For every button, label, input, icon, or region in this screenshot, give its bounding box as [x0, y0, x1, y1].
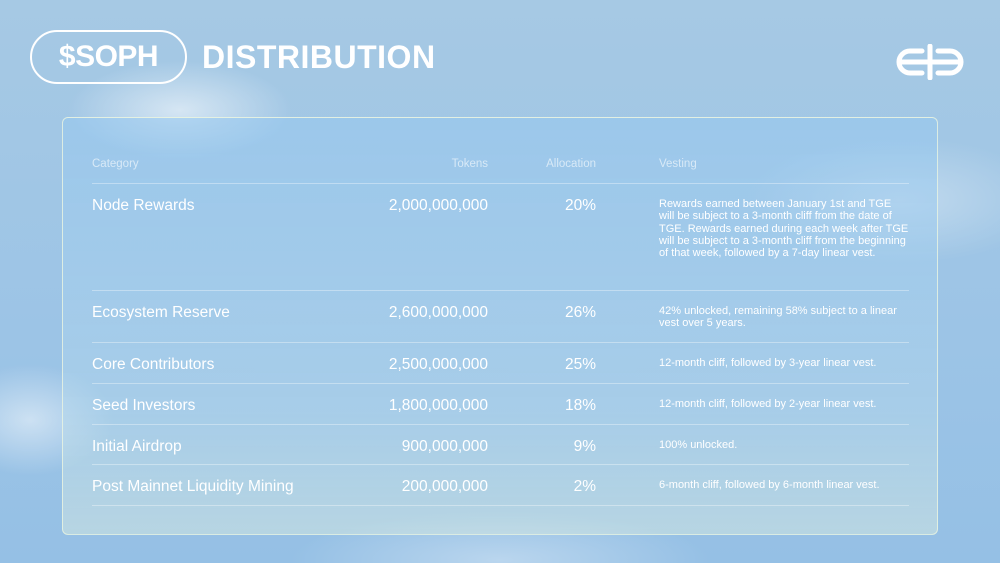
allocation-cell: 2% — [573, 478, 596, 495]
table-row: Core Contributors 2,500,000,000 25% 12-mont… — [92, 343, 909, 384]
category-cell: Seed Investors — [92, 397, 196, 414]
allocation-cell: 9% — [573, 438, 596, 455]
tokens-cell: 2,600,000,000 — [388, 304, 488, 321]
table-row: Seed Investors 1,800,000,000 18% 12-month c… — [92, 384, 909, 425]
allocation-cell: 20% — [564, 197, 596, 214]
logo — [896, 44, 964, 80]
table-row: Ecosystem Reserve 2,600,000,000 26% 42% unl… — [92, 291, 909, 343]
header-row: Category Tokens Allocation Vesting — [92, 118, 909, 184]
column-header: Tokens — [451, 158, 488, 170]
column-header: Vesting — [659, 158, 697, 170]
vesting-cell: 100% unlocked. — [659, 439, 738, 451]
vesting-cell: Rewards earned between January 1st and T… — [659, 198, 909, 260]
table-row: Initial Airdrop 900,000,000 9% 100% unlocke… — [92, 425, 909, 465]
badge: $SOPH — [30, 30, 187, 84]
category-cell: Initial Airdrop — [92, 438, 182, 455]
vesting-cell: 42% unlocked, remaining 58% subject to a… — [659, 305, 897, 330]
vesting-cell: 6-month cliff, followed by 6-month linea… — [659, 479, 880, 491]
column-header: Allocation — [546, 158, 596, 170]
category-cell: Core Contributors — [92, 356, 215, 373]
allocation-cell: 25% — [564, 356, 596, 373]
table-row: Node Rewards 2,000,000,000 20% Rewards earn… — [92, 184, 909, 291]
vesting-cell: 12-month cliff, followed by 2-year linea… — [659, 398, 877, 410]
vesting-cell: 12-month cliff, followed by 3-year linea… — [659, 357, 877, 369]
category-cell: Node Rewards — [92, 197, 195, 214]
table-row: Post Mainnet Liquidity Mining 200,000,000… — [92, 465, 909, 506]
tokens-cell: 2,000,000,000 — [388, 197, 488, 214]
tokens-cell: 200,000,000 — [401, 478, 488, 495]
category-cell: Ecosystem Reserve — [92, 304, 230, 321]
tokens-cell: 900,000,000 — [401, 438, 488, 455]
tokens-cell: 2,500,000,000 — [388, 356, 488, 373]
category-cell: Post Mainnet Liquidity Mining — [92, 478, 294, 495]
column-header: Category — [92, 158, 139, 170]
tokens-cell: 1,800,000,000 — [388, 397, 488, 414]
allocation-cell: 18% — [564, 397, 596, 414]
title: DISTRIBUTION — [202, 39, 436, 75]
allocation-cell: 26% — [564, 304, 596, 321]
table-panel: Category Tokens Allocation Vesting Node Rewa… — [62, 117, 938, 535]
